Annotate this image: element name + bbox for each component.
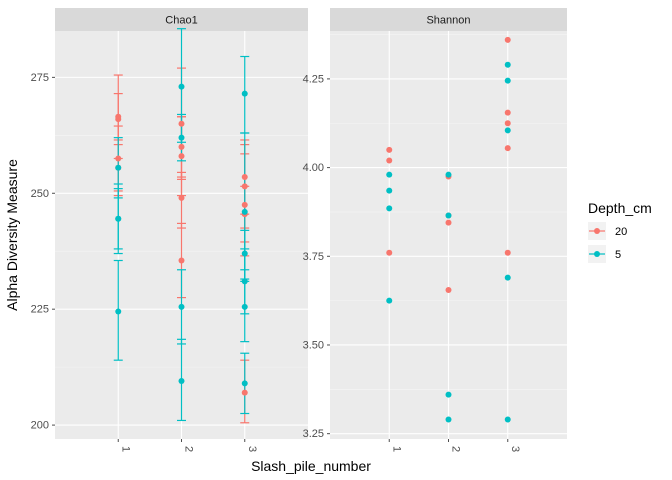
data-point [241, 278, 248, 285]
legend-label: 5 [615, 249, 621, 261]
data-point [504, 249, 511, 256]
facet-strip [330, 8, 567, 31]
data-point [241, 389, 248, 396]
data-point [178, 194, 185, 201]
y-tick-label: 225 [31, 304, 49, 316]
y-tick-label: 200 [31, 420, 49, 432]
data-point [178, 120, 185, 127]
data-point [241, 174, 248, 181]
data-point [445, 212, 452, 219]
x-tick-label: 2 [450, 446, 462, 452]
x-tick-label: 3 [246, 446, 258, 452]
facet-strip-label: Chao1 [165, 15, 197, 27]
data-point [178, 83, 185, 90]
y-tick-label: 275 [31, 72, 49, 84]
y-tick-label: 3.25 [303, 428, 324, 440]
data-point [504, 120, 511, 127]
data-point [178, 303, 185, 310]
y-tick-label: 250 [31, 188, 49, 200]
x-tick-label: 1 [119, 446, 131, 452]
y-axis-title: Alpha Diversity Measure [4, 159, 20, 311]
data-point [115, 116, 122, 123]
data-point [178, 257, 185, 264]
data-point [115, 164, 122, 171]
data-point [386, 146, 393, 153]
legend-label: 20 [615, 226, 627, 238]
x-tick-label: 2 [183, 446, 195, 452]
data-point [386, 297, 393, 304]
data-point [241, 303, 248, 310]
data-point [445, 171, 452, 178]
legend: Depth_cm 20 5 [588, 200, 652, 263]
y-tick-label: 3.50 [303, 339, 324, 351]
data-point [504, 36, 511, 43]
data-point [504, 274, 511, 281]
x-tick-label: 1 [390, 446, 402, 452]
data-point [178, 378, 185, 385]
legend-key-point [594, 228, 600, 234]
data-point [386, 187, 393, 194]
data-point [115, 215, 122, 222]
legend-title: Depth_cm [588, 200, 652, 216]
data-point [386, 249, 393, 256]
data-point [241, 201, 248, 208]
data-point [445, 416, 452, 423]
legend-key-point [594, 251, 600, 257]
facet-strip-label: Shannon [426, 15, 470, 27]
data-point [386, 157, 393, 164]
data-point [445, 219, 452, 226]
y-tick-label: 4.00 [303, 162, 324, 174]
data-point [445, 286, 452, 293]
data-point [386, 171, 393, 178]
x-axis-title: Slash_pile_number [251, 458, 371, 474]
data-point [241, 250, 248, 257]
data-point [178, 153, 185, 160]
y-tick-label: 4.25 [303, 73, 324, 85]
panel-chao1: Chao1 200 225 250 275 1 2 3 [31, 8, 308, 452]
panel-shannon: Shannon 3.25 3.50 3.75 4.00 4.25 1 2 3 [303, 8, 567, 452]
data-point [504, 77, 511, 84]
data-point [504, 109, 511, 116]
data-point [241, 90, 248, 97]
data-point [445, 391, 452, 398]
data-point [241, 183, 248, 190]
data-point [504, 145, 511, 152]
data-point [115, 308, 122, 315]
data-point [178, 134, 185, 141]
data-point [241, 380, 248, 387]
data-point [115, 155, 122, 162]
data-point [386, 205, 393, 212]
data-point [504, 61, 511, 68]
data-point [178, 143, 185, 150]
x-tick-label: 3 [509, 446, 521, 452]
data-point [241, 208, 248, 215]
data-point [504, 416, 511, 423]
facet-strip [55, 8, 308, 31]
data-point [504, 127, 511, 134]
y-tick-label: 3.75 [303, 251, 324, 263]
